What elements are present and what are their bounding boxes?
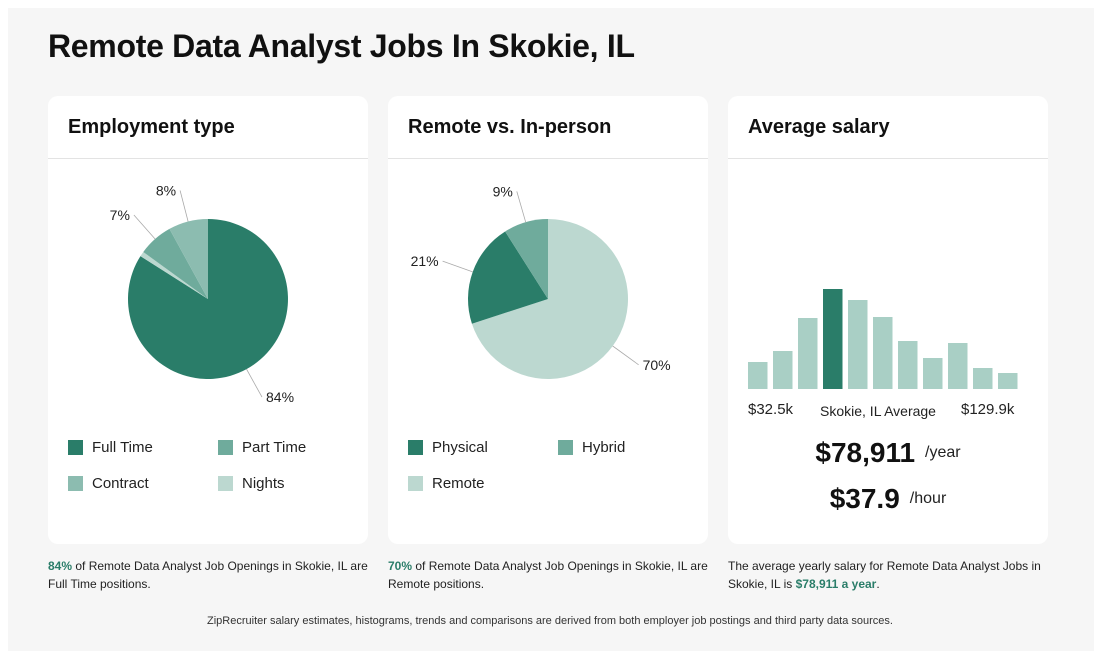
pie-slice-hybrid bbox=[505, 219, 548, 299]
histogram-bar bbox=[748, 362, 768, 389]
hourly-salary-unit: /hour bbox=[909, 490, 947, 507]
legend-item-physical: Physical bbox=[408, 439, 488, 456]
salary-max-label: $129.9k bbox=[961, 401, 1015, 418]
histogram-bar bbox=[798, 318, 818, 389]
salary-average-label: Skokie, IL Average bbox=[820, 403, 936, 419]
pie-leader-line bbox=[442, 260, 473, 273]
hourly-salary: $37.9/hour bbox=[728, 483, 1048, 515]
legend-item-remote: Remote bbox=[408, 475, 485, 492]
legend-item-contract: Contract bbox=[68, 475, 149, 492]
card-divider bbox=[728, 158, 1048, 159]
histogram-bar bbox=[773, 351, 793, 389]
yearly-salary-unit: /year bbox=[925, 444, 961, 461]
legend-label: Nights bbox=[242, 475, 285, 492]
pie-label-full-time: 84% bbox=[266, 389, 294, 405]
legend-swatch bbox=[218, 440, 233, 455]
caption-text: of Remote Data Analyst Job Openings in S… bbox=[388, 559, 708, 591]
legend-item-part-time: Part Time bbox=[218, 439, 306, 456]
histogram-bar bbox=[973, 368, 993, 389]
legend-swatch bbox=[408, 476, 423, 491]
employment-pie-chart: 84% 7% 8% bbox=[110, 183, 294, 406]
employment-type-card: Employment type 84% 7% 8% Full Time Part Ti… bbox=[48, 96, 368, 544]
caption-text: of Remote Data Analyst Job Openings in S… bbox=[48, 559, 368, 591]
remote-pie-chart: 70% 21% 9% bbox=[411, 183, 671, 379]
average-salary-card: Average salary $32.5k Skokie, IL Average… bbox=[728, 96, 1048, 544]
histogram-bar bbox=[998, 373, 1018, 389]
pie-label-hybrid: 9% bbox=[493, 183, 513, 199]
histogram-bar bbox=[948, 343, 968, 389]
legend-swatch bbox=[68, 476, 83, 491]
legend-label: Full Time bbox=[92, 439, 153, 456]
remote-caption: 70% of Remote Data Analyst Job Openings … bbox=[388, 557, 713, 593]
pie-label-contract: 7% bbox=[110, 207, 130, 223]
legend-label: Remote bbox=[432, 475, 485, 492]
footer-disclaimer: ZipRecruiter salary estimates, histogram… bbox=[207, 615, 893, 627]
caption-text: The average yearly salary for Remote Dat… bbox=[728, 559, 1041, 591]
card-divider bbox=[48, 158, 368, 159]
pie-label-remote: 70% bbox=[643, 357, 671, 373]
legend-label: Part Time bbox=[242, 439, 307, 456]
legend-item-full-time: Full Time bbox=[68, 439, 153, 456]
yearly-salary: $78,911/year bbox=[728, 437, 1048, 469]
histogram-bar bbox=[873, 317, 893, 389]
legend-swatch bbox=[408, 440, 423, 455]
histogram-bar-average bbox=[823, 289, 843, 389]
pie-label-physical: 21% bbox=[411, 253, 439, 269]
card-title: Average salary bbox=[748, 116, 890, 138]
pie-leader-line bbox=[246, 368, 263, 398]
legend-item-hybrid: Hybrid bbox=[558, 439, 625, 456]
legend-item-nights: Nights bbox=[218, 475, 285, 492]
caption-text-end: . bbox=[876, 577, 880, 591]
pie-slice-full-time bbox=[127, 219, 288, 379]
card-title: Employment type bbox=[68, 116, 235, 138]
salary-caption: The average yearly salary for Remote Dat… bbox=[728, 557, 1053, 593]
remote-vs-inperson-card: Remote vs. In-person 70% 21% 9% Physical Hy… bbox=[388, 96, 708, 544]
histogram-bar bbox=[848, 300, 868, 389]
pie-slice-remote bbox=[471, 219, 629, 379]
histogram-bar bbox=[923, 358, 943, 389]
legend-swatch bbox=[558, 440, 573, 455]
legend-swatch bbox=[218, 476, 233, 491]
legend-label: Physical bbox=[432, 439, 488, 456]
pie-leader-line bbox=[516, 191, 527, 223]
pie-leader-line bbox=[612, 345, 639, 366]
page-title: Remote Data Analyst Jobs In Skokie, IL bbox=[48, 28, 635, 64]
caption-highlight: 70% bbox=[388, 559, 413, 573]
pie-slice-contract bbox=[143, 228, 208, 299]
employment-caption: 84% of Remote Data Analyst Job Openings … bbox=[48, 557, 373, 593]
yearly-salary-value: $78,911 bbox=[815, 437, 916, 468]
legend-label: Contract bbox=[92, 475, 149, 492]
legend-label: Hybrid bbox=[582, 439, 626, 456]
legend-swatch bbox=[68, 440, 83, 455]
pie-slice-part-time bbox=[140, 251, 208, 299]
hourly-salary-value: $37.9 bbox=[829, 483, 900, 514]
caption-highlight: $78,911 a year bbox=[795, 577, 877, 591]
pie-slice-nights bbox=[169, 219, 208, 299]
pie-slice-physical bbox=[468, 231, 548, 324]
pie-leader-line bbox=[179, 190, 189, 222]
salary-histogram bbox=[748, 289, 1018, 389]
pie-label-nights: 8% bbox=[156, 183, 176, 199]
card-title: Remote vs. In-person bbox=[408, 116, 612, 138]
salary-min-label: $32.5k bbox=[748, 401, 794, 418]
card-divider bbox=[388, 158, 708, 159]
pie-leader-line bbox=[133, 214, 156, 240]
caption-highlight: 84% bbox=[48, 559, 73, 573]
histogram-bar bbox=[898, 341, 918, 389]
